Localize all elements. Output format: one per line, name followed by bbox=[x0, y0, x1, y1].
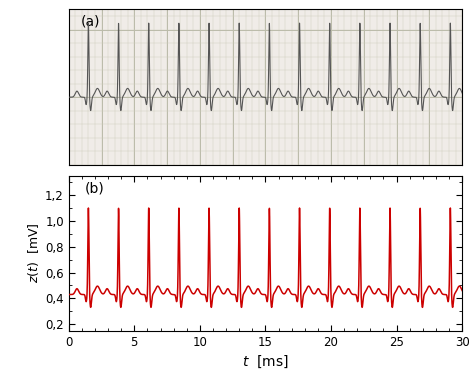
Y-axis label: $z(t)$  [mV]: $z(t)$ [mV] bbox=[26, 223, 41, 284]
X-axis label: $t$  [ms]: $t$ [ms] bbox=[242, 354, 289, 370]
Text: (a): (a) bbox=[81, 14, 100, 28]
Text: (b): (b) bbox=[84, 182, 104, 196]
